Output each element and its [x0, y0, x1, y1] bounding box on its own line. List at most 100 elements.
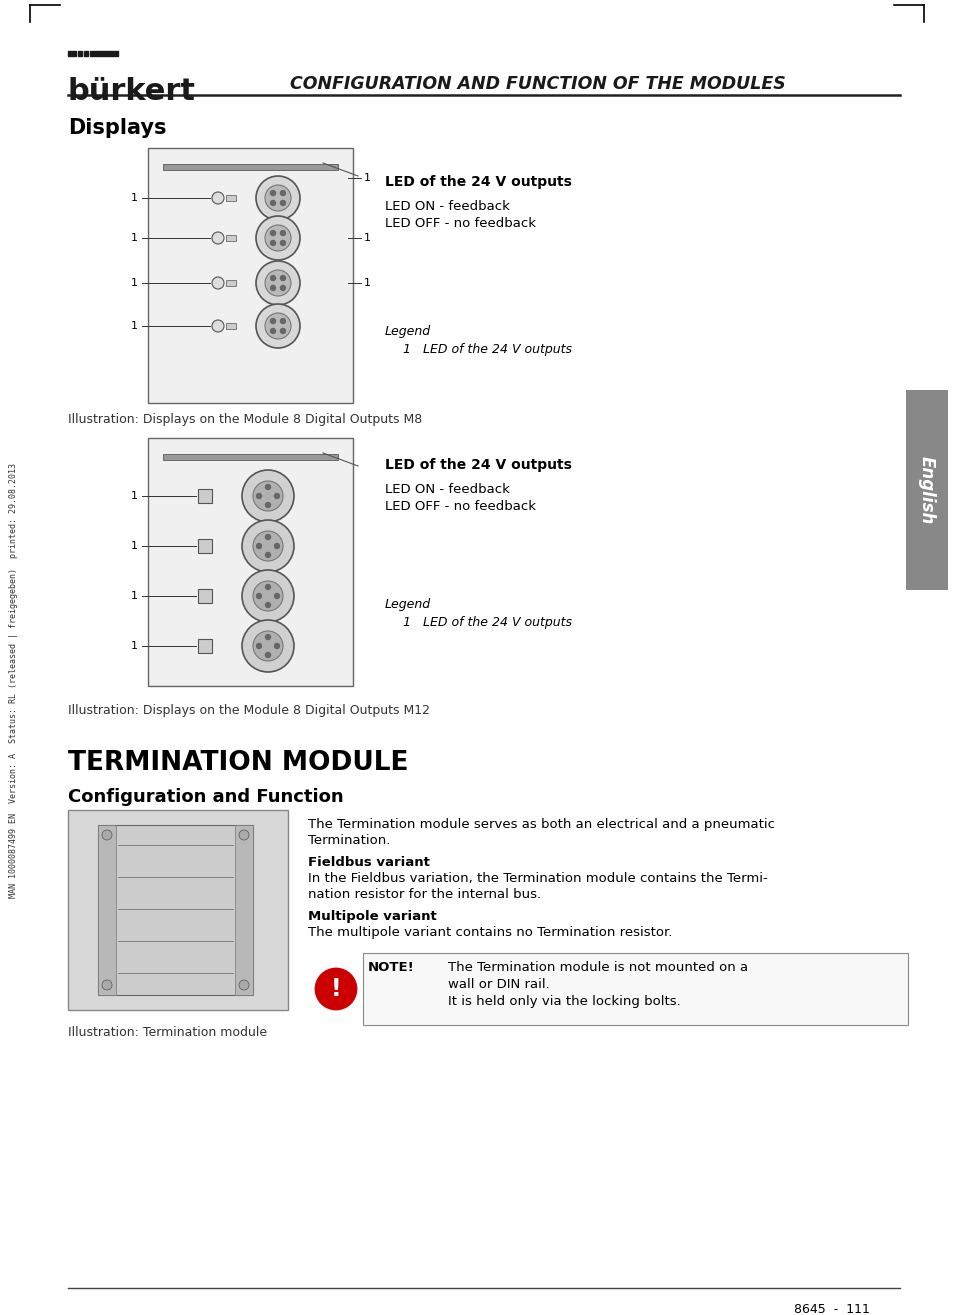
Circle shape	[280, 329, 285, 334]
Circle shape	[265, 270, 291, 296]
Text: Fieldbus variant: Fieldbus variant	[308, 856, 430, 869]
Text: Illustration: Displays on the Module 8 Digital Outputs M12: Illustration: Displays on the Module 8 D…	[68, 704, 430, 717]
Text: 1: 1	[131, 193, 137, 203]
Text: CONFIGURATION AND FUNCTION OF THE MODULES: CONFIGURATION AND FUNCTION OF THE MODULE…	[290, 75, 785, 93]
Circle shape	[102, 830, 112, 840]
Text: 1: 1	[131, 233, 137, 243]
Circle shape	[274, 643, 279, 648]
Bar	[163, 164, 337, 170]
Text: nation resistor for the internal bus.: nation resistor for the internal bus.	[308, 888, 540, 901]
Text: Legend: Legend	[385, 325, 431, 338]
Circle shape	[265, 602, 271, 608]
Text: LED OFF - no feedback: LED OFF - no feedback	[385, 217, 536, 230]
Circle shape	[271, 329, 275, 334]
Circle shape	[265, 185, 291, 210]
Circle shape	[256, 493, 261, 498]
Text: 1: 1	[131, 490, 137, 501]
Circle shape	[271, 318, 275, 323]
Circle shape	[265, 534, 271, 539]
Bar	[226, 323, 235, 329]
Text: 1   LED of the 24 V outputs: 1 LED of the 24 V outputs	[402, 343, 572, 356]
Text: LED OFF - no feedback: LED OFF - no feedback	[385, 500, 536, 513]
Bar	[226, 195, 235, 201]
Text: 1: 1	[131, 321, 137, 331]
Circle shape	[239, 830, 249, 840]
Text: The Termination module is not mounted on a: The Termination module is not mounted on…	[448, 961, 747, 974]
Bar	[198, 589, 212, 604]
Bar	[198, 539, 212, 554]
Text: Multipole variant: Multipole variant	[308, 910, 436, 923]
Circle shape	[253, 531, 283, 562]
Bar	[163, 454, 337, 460]
Text: 1: 1	[363, 277, 370, 288]
Text: Configuration and Function: Configuration and Function	[68, 788, 343, 806]
Bar	[78, 51, 82, 57]
Bar	[198, 489, 212, 504]
Circle shape	[265, 552, 271, 558]
Circle shape	[256, 643, 261, 648]
Text: LED ON - feedback: LED ON - feedback	[385, 200, 509, 213]
Text: Illustration: Displays on the Module 8 Digital Outputs M8: Illustration: Displays on the Module 8 D…	[68, 413, 422, 426]
Circle shape	[265, 502, 271, 508]
Text: English: English	[917, 456, 935, 525]
Bar	[905, 391, 947, 590]
Text: 1   LED of the 24 V outputs: 1 LED of the 24 V outputs	[402, 615, 572, 629]
Circle shape	[280, 241, 285, 246]
Circle shape	[274, 493, 279, 498]
Text: The multipole variant contains no Termination resistor.: The multipole variant contains no Termin…	[308, 926, 672, 939]
Circle shape	[280, 318, 285, 323]
Circle shape	[315, 969, 355, 1009]
Circle shape	[242, 469, 294, 522]
Text: It is held only via the locking bolts.: It is held only via the locking bolts.	[448, 995, 680, 1009]
Text: 1: 1	[131, 590, 137, 601]
Text: 1: 1	[363, 233, 370, 243]
Text: In the Fieldbus variation, the Termination module contains the Termi-: In the Fieldbus variation, the Terminati…	[308, 872, 767, 885]
Circle shape	[271, 276, 275, 280]
Circle shape	[255, 304, 299, 348]
Bar	[98, 825, 116, 995]
Bar	[68, 51, 76, 57]
Circle shape	[271, 200, 275, 205]
Bar	[148, 438, 353, 686]
Text: NOTE!: NOTE!	[368, 961, 415, 974]
Bar	[226, 280, 235, 285]
Circle shape	[280, 276, 285, 280]
Text: 1: 1	[363, 174, 370, 183]
Circle shape	[280, 200, 285, 205]
Circle shape	[265, 225, 291, 251]
Text: LED ON - feedback: LED ON - feedback	[385, 483, 509, 496]
Circle shape	[274, 593, 279, 598]
Text: The Termination module serves as both an electrical and a pneumatic: The Termination module serves as both an…	[308, 818, 774, 831]
Circle shape	[242, 619, 294, 672]
Text: TERMINATION MODULE: TERMINATION MODULE	[68, 750, 408, 776]
Circle shape	[280, 191, 285, 196]
Circle shape	[212, 192, 224, 204]
Text: Termination.: Termination.	[308, 834, 390, 847]
Circle shape	[102, 980, 112, 990]
Text: Legend: Legend	[385, 598, 431, 611]
Text: Illustration: Termination module: Illustration: Termination module	[68, 1026, 267, 1039]
Bar	[234, 825, 253, 995]
Circle shape	[256, 593, 261, 598]
Circle shape	[280, 285, 285, 291]
Circle shape	[271, 285, 275, 291]
Bar	[148, 149, 353, 402]
Text: 8645  -  111: 8645 - 111	[793, 1303, 869, 1315]
Text: LED of the 24 V outputs: LED of the 24 V outputs	[385, 175, 571, 189]
Circle shape	[271, 241, 275, 246]
Circle shape	[255, 260, 299, 305]
Circle shape	[265, 635, 271, 639]
Circle shape	[255, 176, 299, 220]
Circle shape	[255, 216, 299, 260]
Circle shape	[253, 581, 283, 611]
Text: 1: 1	[131, 540, 137, 551]
Bar	[90, 51, 118, 57]
Circle shape	[239, 980, 249, 990]
Bar	[198, 639, 212, 654]
Circle shape	[265, 584, 271, 589]
Circle shape	[212, 231, 224, 245]
Bar	[226, 235, 235, 241]
Text: !: !	[331, 977, 341, 1001]
Bar	[98, 825, 253, 995]
Text: MAN 1000087499 EN  Version: A  Status: RL (released | freigegeben)  printed: 29.: MAN 1000087499 EN Version: A Status: RL …	[10, 463, 18, 898]
